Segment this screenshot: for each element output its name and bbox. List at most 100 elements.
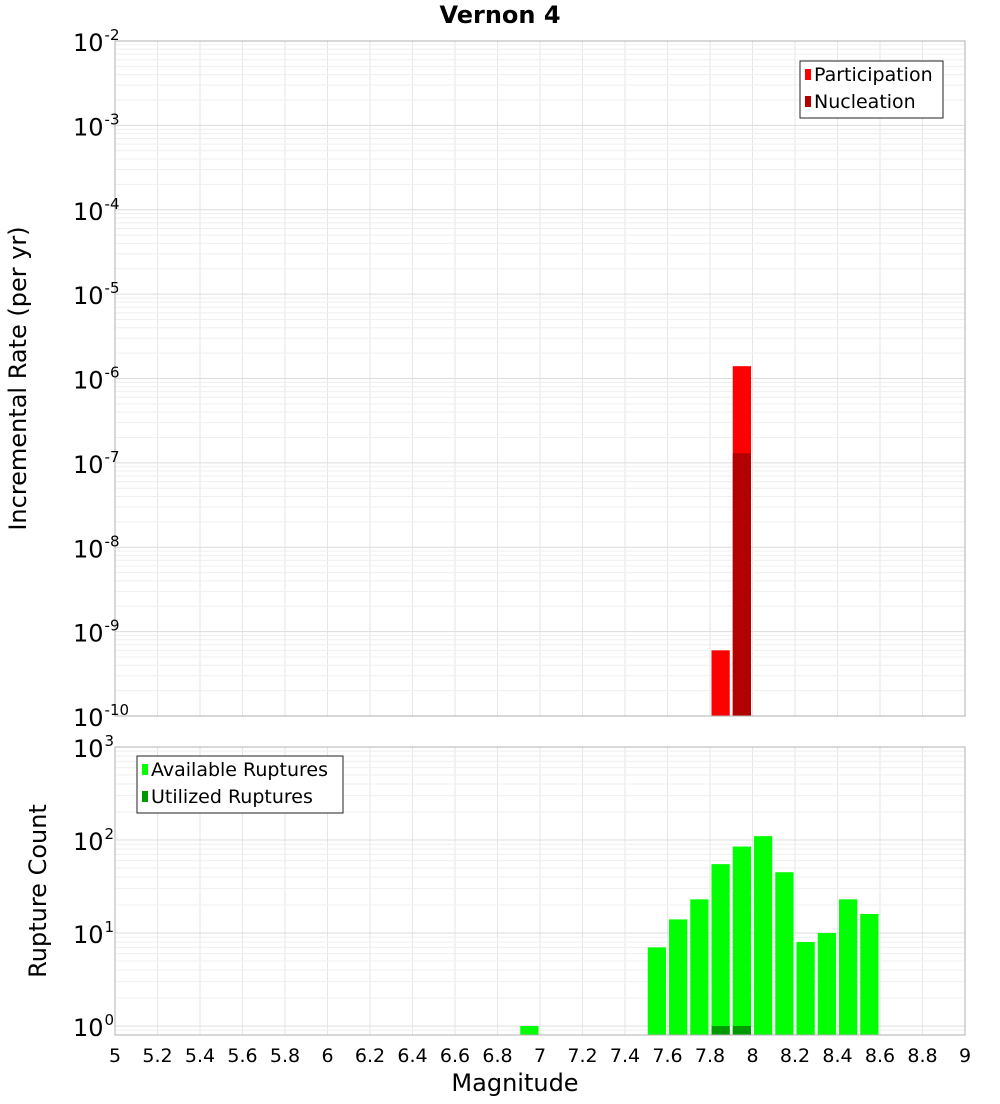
y-tick-base: 10 [73, 921, 104, 949]
bar-available-ruptures [732, 846, 751, 1035]
x-tick-label: 7.8 [695, 1045, 725, 1067]
y-tick-base: 10 [73, 704, 104, 732]
y-tick-exponent: -6 [105, 364, 120, 382]
panel-1: 10-210-310-410-510-610-710-810-910-10Inc… [4, 1, 966, 732]
y-tick-label: 100 [73, 1011, 114, 1042]
svg-text:10-2: 10-2 [73, 26, 120, 57]
svg-text:10-4: 10-4 [73, 195, 120, 226]
bar-nucleation [732, 453, 751, 716]
y-tick-exponent: -8 [105, 532, 120, 550]
legend-label: Nucleation [814, 91, 916, 113]
x-tick-label: 6 [321, 1045, 333, 1067]
y-tick-base: 10 [73, 451, 104, 479]
y-tick-base: 10 [73, 735, 104, 763]
bar-available-ruptures [520, 1025, 539, 1035]
bar-available-ruptures [647, 947, 666, 1035]
y-tick-label: 10-5 [73, 279, 120, 310]
grid-lines [114, 41, 966, 717]
y-tick-label: 103 [73, 732, 114, 763]
y-tick-label: 102 [73, 825, 114, 856]
svg-text:10-8: 10-8 [73, 532, 120, 563]
y-tick-label: 10-10 [73, 701, 129, 732]
legend-box [136, 755, 344, 814]
x-tick-label: 8.6 [865, 1045, 895, 1067]
x-tick-label: 7.2 [567, 1045, 597, 1067]
legend-label: Utilized Ruptures [151, 786, 313, 808]
y-axis-label: Rupture Count [24, 804, 52, 978]
x-axis-label: Magnitude [451, 1069, 578, 1097]
x-tick-label: 8.4 [822, 1045, 852, 1067]
x-tick-label: 7 [534, 1045, 546, 1067]
svg-text:102: 102 [73, 825, 114, 856]
y-tick-base: 10 [73, 367, 104, 395]
y-tick-label: 10-4 [73, 195, 120, 226]
y-tick-label: 101 [73, 918, 114, 949]
y-tick-exponent: 3 [105, 732, 115, 750]
y-tick-exponent: 0 [105, 1011, 115, 1029]
x-tick-label: 8.2 [780, 1045, 810, 1067]
y-tick-exponent: -2 [105, 26, 120, 44]
x-tick-label: 8.8 [907, 1045, 937, 1067]
plot-frame [114, 40, 966, 717]
y-tick-exponent: 2 [105, 825, 115, 843]
y-tick-label: 10-6 [73, 364, 120, 395]
bar-available-ruptures [754, 836, 773, 1035]
svg-text:10-6: 10-6 [73, 364, 120, 395]
y-tick-base: 10 [73, 1014, 104, 1042]
x-tick-label: 6.8 [482, 1045, 512, 1067]
y-tick-exponent: -3 [105, 110, 120, 128]
svg-text:10-5: 10-5 [73, 279, 120, 310]
legend-swatch [805, 69, 811, 80]
y-tick-label: 10-3 [73, 110, 120, 141]
legend: Available Ruptures Utilized Ruptures [136, 755, 344, 814]
bar-available-ruptures [817, 932, 836, 1035]
y-tick-exponent: -7 [105, 448, 120, 466]
y-tick-base: 10 [73, 828, 104, 856]
svg-text:103: 103 [73, 732, 114, 763]
y-tick-label: 10-7 [73, 448, 120, 479]
y-tick-label: 10-9 [73, 617, 120, 648]
y-tick-base: 10 [73, 282, 104, 310]
x-tick-label: 9 [959, 1045, 971, 1067]
legend-label: Available Ruptures [151, 759, 328, 781]
x-tick-label: 7.4 [610, 1045, 640, 1067]
bars [520, 836, 879, 1035]
bar-utilized-ruptures [732, 1025, 751, 1035]
y-tick-base: 10 [73, 620, 104, 648]
x-tick-label: 5.2 [142, 1045, 172, 1067]
svg-text:10-3: 10-3 [73, 110, 120, 141]
legend-swatch [805, 96, 811, 107]
y-tick-exponent: 1 [105, 918, 115, 936]
plot-frame [114, 746, 966, 1036]
svg-text:10-10: 10-10 [73, 701, 129, 732]
x-tick-label: 5.6 [227, 1045, 257, 1067]
bar-available-ruptures [860, 914, 879, 1035]
y-tick-base: 10 [73, 113, 104, 141]
y-tick-exponent: -10 [105, 701, 130, 719]
x-tick-label: 6.4 [397, 1045, 427, 1067]
bar-available-ruptures [839, 899, 858, 1035]
bar-participation [711, 650, 730, 716]
bar-available-ruptures [775, 872, 794, 1035]
y-tick-base: 10 [73, 535, 104, 563]
y-tick-exponent: -5 [105, 279, 120, 297]
legend: Participation Nucleation [799, 60, 944, 119]
x-tick-label: 5.4 [185, 1045, 215, 1067]
x-tick-label: 8 [746, 1045, 758, 1067]
y-tick-label: 10-8 [73, 532, 120, 563]
svg-text:101: 101 [73, 918, 114, 949]
y-tick-label: 10-2 [73, 26, 120, 57]
bar-utilized-ruptures [711, 1025, 730, 1035]
svg-text:10-7: 10-7 [73, 448, 120, 479]
y-tick-base: 10 [73, 29, 104, 57]
legend-swatch [142, 791, 148, 802]
legend-swatch [142, 764, 148, 775]
x-tick-label: 5 [109, 1045, 121, 1067]
x-tick-label: 7.6 [652, 1045, 682, 1067]
legend-label: Participation [814, 64, 933, 86]
x-tick-label: 6.6 [440, 1045, 470, 1067]
legend-box [799, 60, 944, 119]
